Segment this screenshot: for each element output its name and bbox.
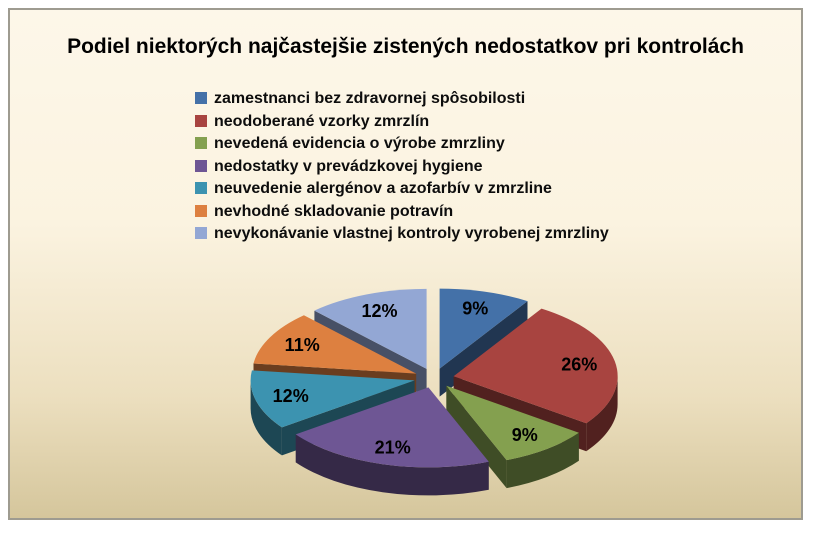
- legend-label: nevhodné skladovanie potravín: [214, 202, 454, 220]
- legend-item: nevedená evidencia o výrobe zmrzliny: [195, 134, 609, 157]
- chart-legend: zamestnanci bez zdravornej spôsobilosti n…: [195, 89, 609, 247]
- legend-label: nevedená evidencia o výrobe zmrzliny: [214, 135, 505, 152]
- pie-percent-label: 12%: [273, 386, 309, 406]
- pie-slice-6-top: [314, 288, 427, 369]
- legend-item: nevhodné skladovanie potravín: [195, 202, 609, 225]
- legend-item: nevykonávanie vlastnej kontroly vyrobene…: [195, 224, 609, 247]
- pie-slice-0-top: [439, 288, 528, 369]
- pie-slice-3-top: [295, 387, 489, 468]
- pie-slice-2-outer-wall: [506, 432, 579, 489]
- legend-label: neuvedenie alergénov a azofarbív v zmrzl…: [214, 180, 552, 197]
- pie-slice-5-top: [253, 315, 417, 374]
- pie-percent-label: 9%: [462, 299, 488, 319]
- chart-title: Podiel niektorých najčastejšie zistených…: [67, 35, 744, 58]
- pie-percent-label: 26%: [561, 355, 597, 375]
- legend-swatch-icon: [195, 159, 207, 172]
- pie-percent-label: 12%: [361, 301, 397, 321]
- pie-slice-3-outer-wall: [295, 434, 489, 496]
- legend-label: neodoberané vzorky zmrzlín: [214, 112, 430, 130]
- legend-label: nevykonávanie vlastnej kontroly vyrobene…: [214, 225, 609, 242]
- pie-percent-label: 9%: [512, 425, 538, 445]
- legend-label: zamestnanci bez zdravornej spôsobilosti: [214, 90, 526, 107]
- legend-swatch-icon: [195, 182, 207, 194]
- pie-slice-2-side-wall: [446, 385, 507, 489]
- legend-swatch-icon: [195, 92, 207, 104]
- legend-item: neodoberané vzorky zmrzlín: [195, 112, 609, 135]
- legend-item: nedostatky v prevádzkovej hygiene: [195, 157, 609, 180]
- legend-swatch-icon: [195, 227, 207, 239]
- legend-swatch-icon: [195, 204, 207, 217]
- pie-slice-1-outer-wall: [586, 376, 618, 452]
- legend-label: nedostatky v prevádzkovej hygiene: [214, 157, 483, 175]
- legend-swatch-icon: [195, 114, 207, 127]
- pie-percent-label: 21%: [375, 437, 411, 457]
- pie-slice-1-top: [453, 308, 618, 424]
- pie-slice-4-top: [250, 370, 415, 428]
- legend-item: neuvedenie alergénov a azofarbív v zmrzl…: [195, 179, 609, 202]
- pie-slice-2-top: [446, 385, 579, 461]
- pie-slice-4-outer-wall: [250, 380, 282, 456]
- legend-item: zamestnanci bez zdravornej spôsobilosti: [195, 89, 609, 112]
- legend-swatch-icon: [195, 137, 207, 149]
- pie-percent-label: 11%: [285, 335, 320, 355]
